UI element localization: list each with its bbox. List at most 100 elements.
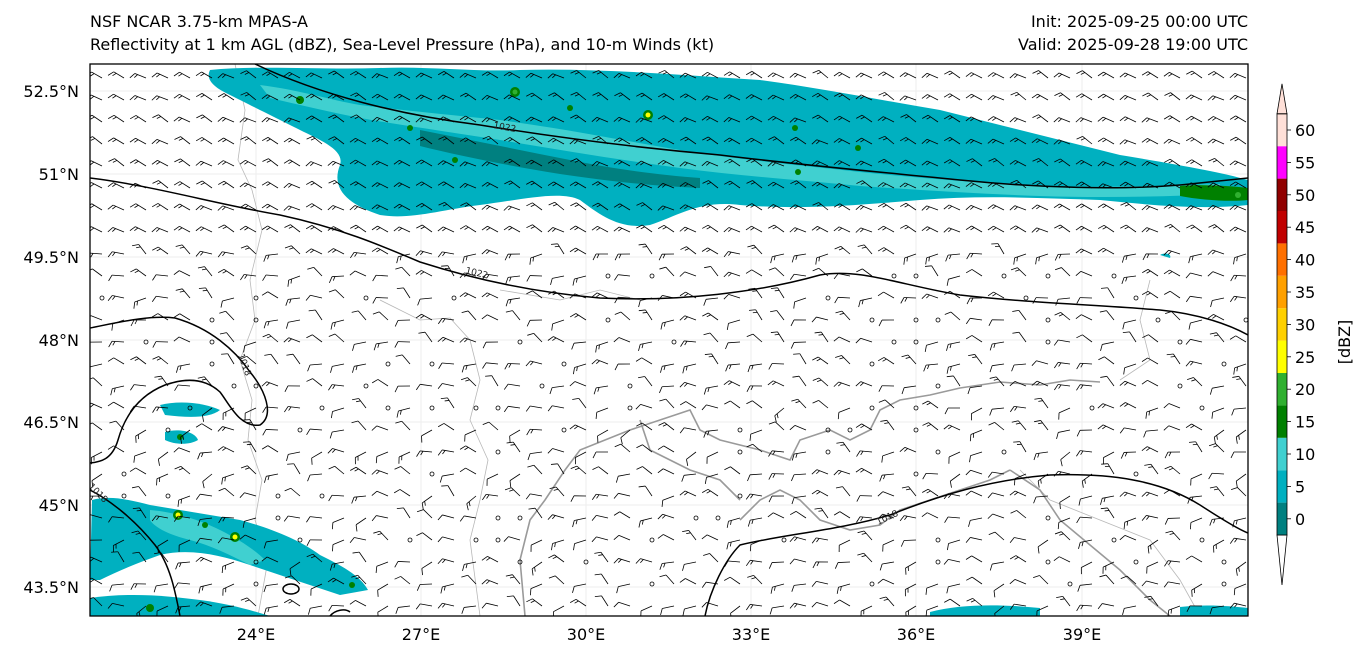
wind-barb	[371, 425, 389, 431]
wind-barb	[371, 182, 389, 189]
wind-barb	[306, 180, 323, 189]
wind-barb	[1141, 515, 1159, 521]
wind-barb	[702, 488, 719, 497]
wind-barb	[989, 376, 1005, 387]
wind-barb	[1166, 353, 1181, 365]
wind-barb	[987, 204, 1005, 211]
colorbar-bin	[1277, 405, 1287, 438]
wind-barb	[217, 205, 235, 211]
wind-barb	[679, 401, 697, 409]
wind-barb	[261, 445, 279, 453]
wind-barb	[987, 95, 1005, 101]
wind-barb	[1119, 491, 1137, 497]
wind-barb	[746, 385, 763, 393]
wind-barb	[243, 341, 257, 353]
wind-barb	[591, 359, 609, 365]
wind-barb	[1209, 385, 1225, 395]
wind-barb	[1097, 203, 1115, 211]
wind-barb	[769, 605, 785, 615]
calm-wind-circle	[1045, 559, 1051, 565]
wind-barb	[790, 319, 807, 327]
wind-barb	[550, 275, 565, 286]
wind-barb	[836, 583, 851, 594]
wind-barb	[1164, 92, 1181, 101]
wind-barb	[855, 204, 873, 211]
wind-barb	[327, 448, 345, 454]
wind-barb	[416, 509, 433, 519]
colorbar-tick-label: 45	[1295, 218, 1315, 237]
wind-barb	[481, 493, 499, 501]
wind-barb	[503, 405, 521, 413]
wind-barb	[173, 181, 191, 189]
wind-barb	[1013, 253, 1027, 265]
wind-barb	[1119, 72, 1137, 79]
wind-barb	[833, 336, 851, 343]
wind-barb	[833, 138, 851, 145]
wind-barb	[965, 317, 983, 325]
wind-barb	[151, 515, 169, 522]
wind-barb	[613, 337, 631, 343]
wind-barb	[173, 71, 191, 79]
wind-barb	[1031, 93, 1049, 101]
wind-barb	[1208, 224, 1225, 233]
lat-label: 43.5°N	[23, 578, 79, 597]
wind-barb	[833, 183, 851, 189]
wind-barb	[349, 71, 367, 79]
colorbar-tick-label: 60	[1295, 121, 1315, 140]
wind-barb	[834, 245, 851, 255]
wind-barb	[965, 269, 983, 277]
wind-barb	[394, 385, 411, 393]
wind-barb	[657, 534, 675, 541]
wind-barb	[527, 332, 543, 343]
wind-barb	[351, 495, 367, 504]
wind-barb	[437, 160, 455, 167]
model-title: NSF NCAR 3.75-km MPAS-A	[90, 12, 308, 31]
wind-barb	[746, 604, 763, 611]
wind-barb	[152, 274, 169, 281]
calm-wind-circle	[451, 295, 457, 301]
wind-barb	[90, 252, 103, 260]
wind-barb	[969, 429, 983, 442]
wind-barb	[306, 516, 323, 523]
wind-barb	[283, 515, 301, 522]
wind-barb	[679, 490, 697, 497]
wind-barb	[569, 247, 587, 255]
wind-barb	[195, 205, 213, 211]
wind-barb	[328, 333, 345, 343]
wind-barb	[701, 247, 719, 255]
wind-barb	[415, 603, 433, 610]
wind-barb	[592, 202, 609, 211]
wind-barb	[993, 583, 1005, 598]
wind-barb	[109, 583, 125, 592]
wind-barb	[768, 495, 785, 503]
wind-barb	[1119, 535, 1137, 541]
wind-barb	[328, 289, 345, 299]
wind-barb	[793, 353, 807, 365]
wind-barb	[835, 355, 851, 365]
wind-barb	[922, 400, 939, 409]
calm-wind-circle	[671, 339, 677, 345]
wind-barb	[526, 319, 543, 327]
wind-barb	[899, 159, 917, 167]
wind-barb	[877, 357, 895, 365]
wind-barb	[197, 517, 213, 527]
wind-barb	[658, 224, 675, 233]
wind-barb	[437, 251, 455, 258]
wind-barb	[597, 429, 609, 443]
wind-barb	[195, 137, 213, 145]
wind-barb	[702, 312, 719, 321]
wind-barb	[594, 595, 609, 607]
wind-barb	[878, 158, 895, 167]
wind-barb	[1230, 451, 1247, 459]
wind-barb	[768, 421, 785, 431]
calm-wind-circle	[869, 405, 875, 411]
wind-barb	[284, 385, 301, 392]
calm-wind-circle	[209, 317, 215, 323]
wind-barb	[770, 331, 785, 343]
wind-barb	[349, 600, 367, 607]
wind-barb	[921, 226, 939, 233]
wind-barb	[354, 451, 367, 465]
wind-barb	[482, 341, 499, 349]
wind-barb	[748, 287, 763, 299]
wind-barb	[1163, 72, 1181, 79]
